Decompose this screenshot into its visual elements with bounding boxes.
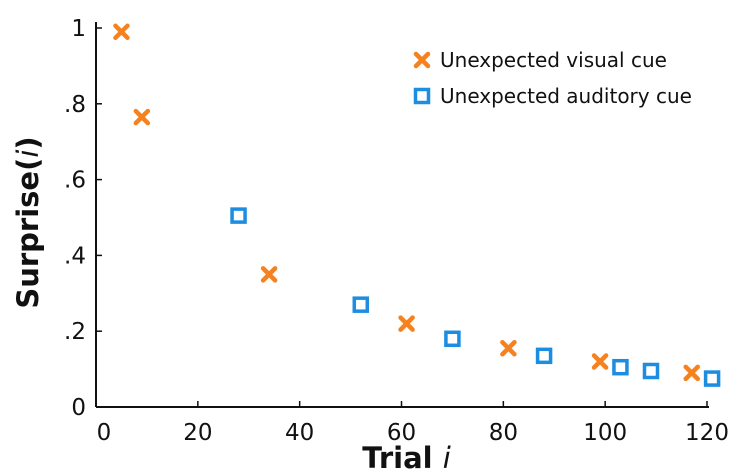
legend-box: [405, 42, 735, 112]
x-tick-label: 60: [387, 420, 416, 446]
visual-cue-point: [133, 108, 151, 126]
x-tick-label: 40: [285, 420, 314, 446]
auditory-cue-point: [230, 207, 247, 224]
auditory-cue-point: [444, 330, 461, 348]
auditory-cue-point: [642, 362, 660, 380]
y-tick-label: .8: [64, 92, 86, 118]
legend: Unexpected visual cue Unexpected auditor…: [405, 42, 735, 112]
y-tick-label: 1: [71, 16, 86, 42]
y-axis-title: Surprise(i): [11, 136, 45, 308]
legend-visual-label: Unexpected visual cue: [440, 48, 667, 72]
visual-cue-point: [260, 266, 278, 283]
x-axis-ticks: 0 20 40 60 80 100 120: [95, 401, 729, 446]
x-axis-title: Trial i: [362, 441, 451, 473]
x-tick-label: 80: [489, 420, 518, 446]
y-tick-label: .6: [64, 168, 86, 194]
y-tick-label: 0: [71, 395, 86, 421]
x-tick-label: 120: [685, 420, 729, 446]
legend-auditory-marker: [413, 87, 431, 105]
data-points: [113, 23, 721, 387]
y-axis-ticks: 0 .2 .4 .6 .8 1: [64, 16, 102, 421]
visual-cue-point: [683, 364, 700, 382]
x-tick-label: 20: [183, 420, 212, 446]
legend-auditory-label: Unexpected auditory cue: [440, 84, 692, 108]
visual-cue-point: [398, 315, 415, 332]
legend-visual-marker: [413, 51, 431, 69]
x-tick-label: 0: [97, 420, 112, 446]
visual-cue-point: [500, 340, 517, 357]
x-tick-label: 100: [583, 420, 627, 446]
y-tick-label: .4: [64, 243, 86, 269]
visual-cue-point: [113, 23, 130, 41]
auditory-cue-point: [703, 370, 721, 387]
auditory-cue-point: [535, 347, 553, 365]
auditory-cue-point: [352, 296, 370, 313]
visual-cue-point: [591, 353, 609, 370]
y-tick-label: .2: [64, 319, 86, 345]
auditory-cue-point: [612, 358, 629, 376]
